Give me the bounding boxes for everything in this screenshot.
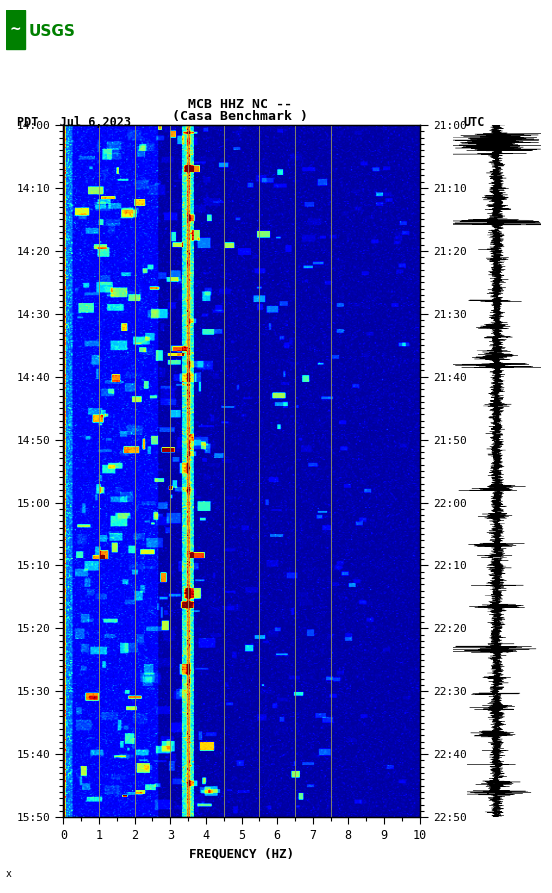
Text: x: x bbox=[6, 869, 12, 879]
Text: USGS: USGS bbox=[29, 24, 76, 39]
Text: PDT   Jul 6,2023: PDT Jul 6,2023 bbox=[17, 116, 131, 129]
Text: ~: ~ bbox=[9, 22, 21, 37]
X-axis label: FREQUENCY (HZ): FREQUENCY (HZ) bbox=[189, 847, 294, 861]
Bar bbox=[6, 10, 25, 49]
Text: UTC: UTC bbox=[464, 116, 485, 129]
Text: (Casa Benchmark ): (Casa Benchmark ) bbox=[172, 110, 308, 123]
Text: MCB HHZ NC --: MCB HHZ NC -- bbox=[188, 97, 292, 111]
